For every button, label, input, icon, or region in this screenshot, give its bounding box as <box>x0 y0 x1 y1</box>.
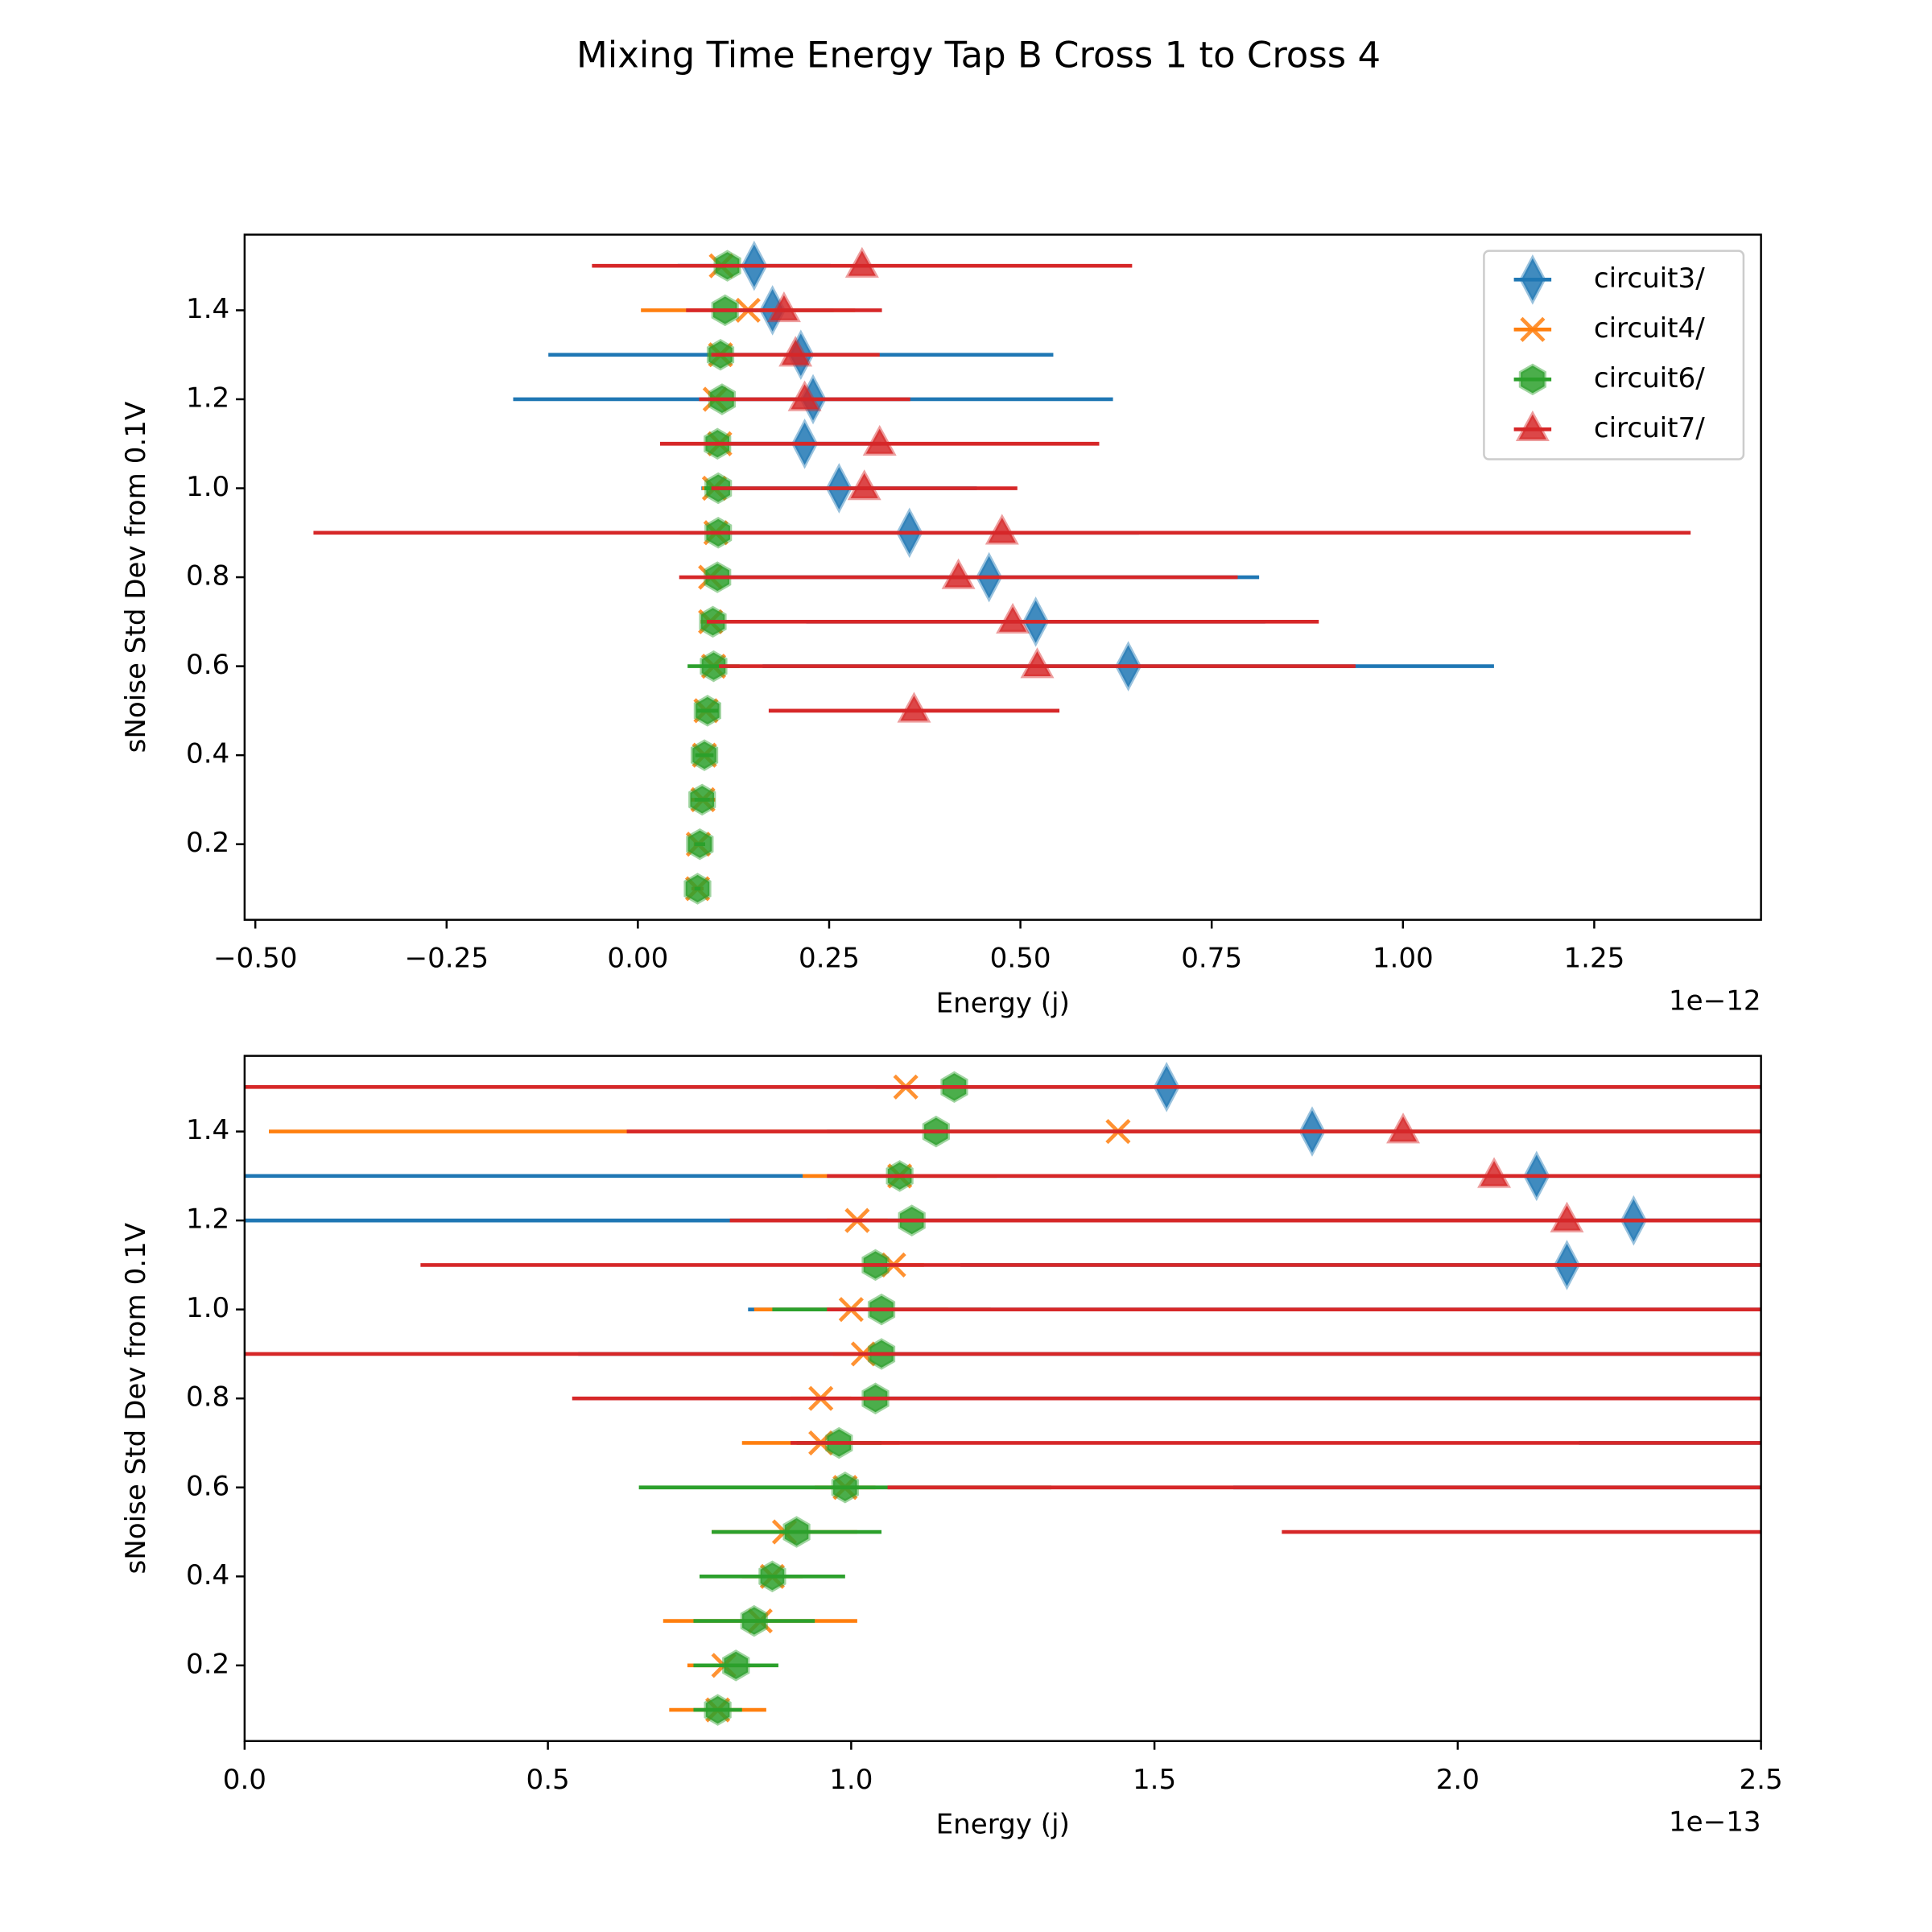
legend-box <box>1483 250 1745 460</box>
legend-label: circuit7/ <box>1594 412 1705 444</box>
axes: 0.0 0.5 1.0 1.5 2.0 2.5 0.2 0.4 0.6 0.8 1.0 1.2 1.4 E… <box>120 1055 1783 1841</box>
x-tick-label: 0.50 <box>990 943 1051 975</box>
marker-triangle <box>996 602 1030 634</box>
x-tick-label: −0.25 <box>405 943 489 975</box>
y-axis-label: sNoise Std Dev from 0.1V <box>120 1222 152 1574</box>
x-axis-label: Energy (j) <box>936 988 1070 1020</box>
marker-hexagon <box>782 1516 811 1548</box>
marker-hexagon <box>693 695 721 727</box>
marker-hexagon <box>690 739 719 771</box>
x-tick-label: 0.25 <box>799 943 860 975</box>
x-tick-label: 1.0 <box>829 1764 873 1796</box>
plot-area <box>244 1061 1761 1726</box>
marker-triangle <box>787 380 822 411</box>
y-tick-label: 0.8 <box>186 560 229 592</box>
x-tick-label: 0.75 <box>1181 943 1242 975</box>
x-offset-label: 1e−13 <box>1669 1806 1761 1839</box>
y-tick-label: 0.6 <box>186 649 229 681</box>
y-tick-label: 0.2 <box>186 1648 229 1680</box>
x-tick-label: 0.5 <box>526 1764 570 1796</box>
marker-triangle <box>766 291 801 323</box>
marker-hexagon <box>1518 363 1546 396</box>
marker-triangle <box>1550 1201 1584 1232</box>
x-tick-label: −0.50 <box>213 943 297 975</box>
x-tick-label: 1.5 <box>1133 1764 1176 1796</box>
marker-triangle <box>1020 647 1055 679</box>
legend-label: circuit4/ <box>1594 312 1705 345</box>
legend-label: circuit6/ <box>1594 362 1705 394</box>
y-tick-label: 0.4 <box>186 738 229 770</box>
x-offset-label: 1e−12 <box>1669 985 1761 1017</box>
y-tick-label: 0.6 <box>186 1470 229 1502</box>
marker-triangle <box>1477 1157 1512 1188</box>
marker-triangle <box>844 246 879 278</box>
x-tick-label: 0.0 <box>223 1764 266 1796</box>
marker-hexagon <box>722 1649 750 1682</box>
marker-triangle <box>1386 1113 1421 1144</box>
marker-triangle <box>1515 410 1550 442</box>
x-tick-label: 1.25 <box>1563 943 1624 975</box>
y-axis-label: sNoise Std Dev from 0.1V <box>120 401 152 753</box>
y-tick-label: 1.4 <box>186 293 229 325</box>
marker-diamond <box>1519 254 1546 305</box>
marker-hexagon <box>686 828 714 861</box>
marker-triangle <box>941 558 976 589</box>
marker-triangle <box>897 691 931 723</box>
axes: −0.50 −0.25 0.00 0.25 0.50 0.75 1.00 1.25 0.2 0.4… <box>120 233 1762 1020</box>
y-tick-label: 0.2 <box>186 827 229 859</box>
y-tick-label: 1.0 <box>186 471 229 503</box>
x-axis-label: Energy (j) <box>936 1809 1070 1841</box>
marker-triangle <box>862 424 897 456</box>
x-tick-label: 2.5 <box>1739 1764 1782 1796</box>
marker-hexagon <box>740 1604 768 1637</box>
plot-area <box>313 240 1691 905</box>
y-tick-label: 0.4 <box>186 1559 229 1591</box>
y-tick-label: 0.8 <box>186 1381 229 1414</box>
marker-hexagon <box>831 1472 859 1504</box>
marker-hexagon <box>758 1560 786 1593</box>
y-tick-label: 1.2 <box>186 382 229 414</box>
x-tick-label: 2.0 <box>1436 1764 1480 1796</box>
marker-triangle <box>778 336 813 367</box>
x-tick-label: 1.00 <box>1373 943 1434 975</box>
marker-triangle <box>847 469 881 501</box>
marker-hexagon <box>688 783 716 816</box>
marker-hexagon <box>700 650 728 683</box>
y-tick-label: 1.4 <box>186 1114 229 1146</box>
marker-x <box>1520 316 1546 342</box>
y-tick-label: 1.2 <box>186 1203 229 1236</box>
y-tick-label: 1.0 <box>186 1292 229 1324</box>
marker-hexagon <box>704 1694 732 1726</box>
figure-title: Mixing Time Energy Tap B Cross 1 to Cros… <box>576 33 1381 76</box>
marker-triangle <box>985 514 1019 545</box>
legend: circuit3/circuit4/circuit6/circuit7/ <box>1483 250 1745 460</box>
x-tick-label: 0.00 <box>607 943 668 975</box>
marker-hexagon <box>683 873 712 905</box>
legend-label: circuit3/ <box>1594 262 1705 295</box>
